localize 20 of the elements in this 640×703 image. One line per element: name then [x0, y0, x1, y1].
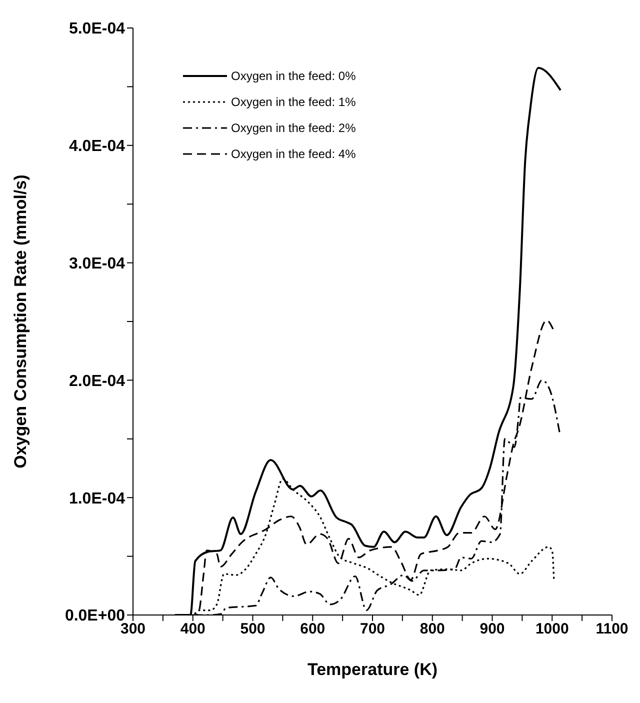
x-tick-label: 700 — [360, 620, 386, 638]
x-tick-label: 900 — [480, 620, 505, 638]
legend-label: Oxygen in the feed: 0% — [231, 68, 356, 85]
y-tick-label: 2.0E-04 — [68, 372, 126, 390]
x-tick-label: 1100 — [596, 620, 628, 638]
legend-label: Oxygen in the feed: 2% — [231, 120, 356, 137]
y-tick-label: 4.0E-04 — [68, 138, 126, 156]
x-tick-label: 300 — [120, 620, 146, 638]
legend-label: Oxygen in the feed: 1% — [231, 94, 356, 111]
x-tick-label: 800 — [420, 620, 445, 638]
x-tick-label: 1000 — [535, 620, 569, 638]
y-tick-label: 3.0E-04 — [68, 255, 126, 272]
legend-label: Oxygen in the feed: 4% — [231, 146, 356, 163]
x-tick-label: 600 — [300, 620, 326, 638]
x-axis-title: Temperature (K) — [307, 660, 438, 679]
x-tick-label: 400 — [180, 620, 206, 638]
y-tick-label: 1.0E-04 — [68, 490, 126, 508]
x-tick-label: 500 — [240, 620, 266, 638]
y-axis-title: Oxygen Consumption Rate (mmol/s) — [11, 174, 30, 468]
y-tick-label: 5.0E-04 — [68, 20, 126, 38]
